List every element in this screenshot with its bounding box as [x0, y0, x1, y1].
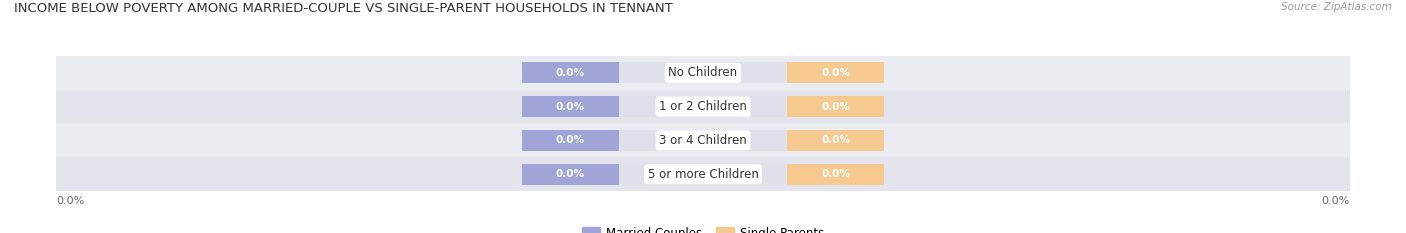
Text: 0.0%: 0.0%: [555, 102, 585, 112]
Text: 1 or 2 Children: 1 or 2 Children: [659, 100, 747, 113]
Bar: [522, 96, 884, 117]
Bar: [522, 130, 884, 151]
Bar: [522, 164, 884, 185]
Text: INCOME BELOW POVERTY AMONG MARRIED-COUPLE VS SINGLE-PARENT HOUSEHOLDS IN TENNANT: INCOME BELOW POVERTY AMONG MARRIED-COUPL…: [14, 2, 673, 15]
Text: 0.0%: 0.0%: [821, 102, 851, 112]
Bar: [787, 96, 884, 117]
Bar: [522, 62, 884, 83]
Bar: [787, 130, 884, 151]
Text: 0.0%: 0.0%: [56, 196, 84, 206]
Text: 0.0%: 0.0%: [821, 68, 851, 78]
Text: 5 or more Children: 5 or more Children: [648, 168, 758, 181]
Bar: [787, 164, 884, 185]
Text: 0.0%: 0.0%: [555, 135, 585, 145]
Bar: [56, 56, 1350, 90]
Text: 0.0%: 0.0%: [1322, 196, 1350, 206]
Bar: [522, 164, 619, 185]
Bar: [56, 90, 1350, 123]
Bar: [787, 62, 884, 83]
Bar: [522, 130, 619, 151]
Text: 0.0%: 0.0%: [821, 135, 851, 145]
Bar: [522, 62, 619, 83]
Text: Source: ZipAtlas.com: Source: ZipAtlas.com: [1281, 2, 1392, 12]
Text: 0.0%: 0.0%: [555, 169, 585, 179]
Text: 3 or 4 Children: 3 or 4 Children: [659, 134, 747, 147]
Text: 0.0%: 0.0%: [821, 169, 851, 179]
Text: 0.0%: 0.0%: [555, 68, 585, 78]
Legend: Married Couples, Single Parents: Married Couples, Single Parents: [582, 227, 824, 233]
Bar: [56, 123, 1350, 157]
Bar: [522, 96, 619, 117]
Text: No Children: No Children: [668, 66, 738, 79]
Bar: [56, 157, 1350, 191]
